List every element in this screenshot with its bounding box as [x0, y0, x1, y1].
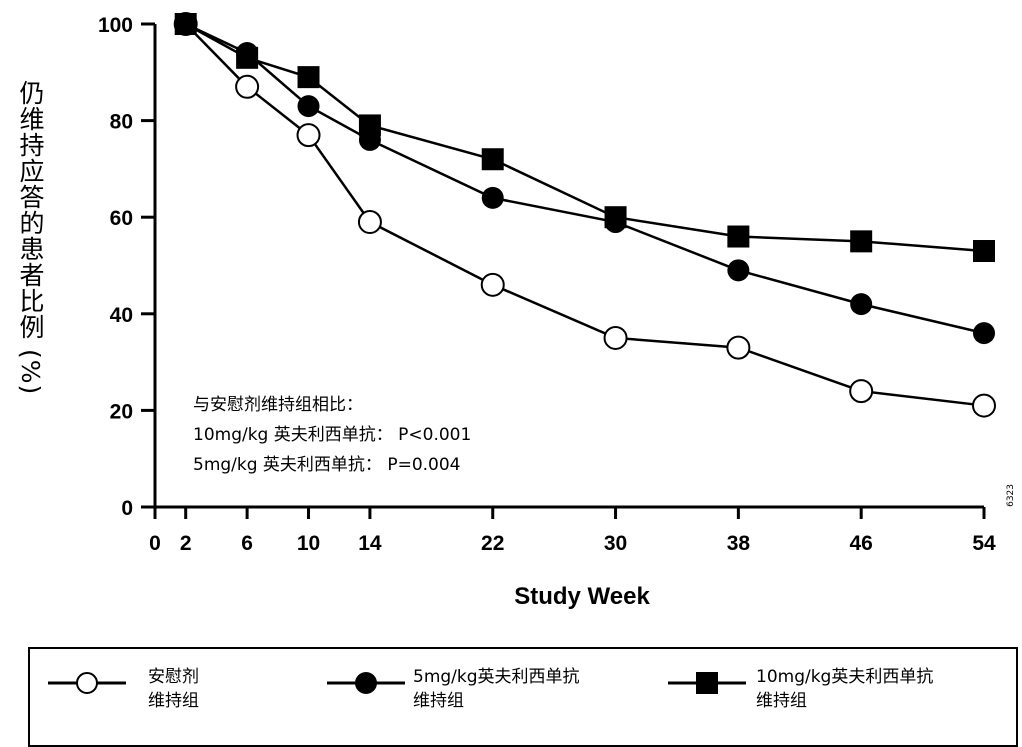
y-tick-label: 40	[110, 304, 133, 327]
y-tick-label: 20	[110, 400, 133, 423]
legend-label: 安慰剂 维持组	[148, 667, 199, 711]
y-axis-title: 仍维持应答的患者比例 (%)	[16, 80, 45, 396]
y-tick-label: 0	[121, 497, 133, 520]
data-point	[726, 335, 751, 360]
y-tick-label: 100	[98, 14, 133, 37]
legend-label: 5mg/kg英夫利西单抗 维持组	[413, 667, 580, 711]
x-tick-label: 54	[972, 532, 996, 555]
y-tick-label: 60	[110, 207, 133, 230]
filled-square-marker-icon	[668, 672, 746, 694]
data-point	[972, 393, 996, 418]
x-tick-label: 6	[241, 532, 253, 555]
data-point	[481, 186, 504, 209]
x-tick-label: 38	[727, 532, 751, 555]
data-point	[481, 148, 504, 171]
data-point	[236, 46, 259, 69]
data-point	[357, 210, 382, 235]
x-axis-title: Study Week	[514, 583, 650, 610]
p-value-annotation: 与安慰剂维持组相比： 10mg/kg 英夫利西单抗： P<0.001 5mg/k…	[193, 390, 471, 480]
data-point	[727, 259, 750, 282]
data-point	[297, 66, 320, 89]
data-point	[604, 206, 627, 229]
series-3	[174, 13, 995, 263]
data-point	[235, 74, 260, 99]
data-point	[480, 272, 505, 297]
data-point	[297, 95, 320, 118]
x-tick-label: 22	[481, 532, 504, 555]
data-point	[850, 293, 873, 316]
annotation-line-2: 10mg/kg 英夫利西单抗： P<0.001	[193, 425, 472, 445]
data-point	[973, 240, 995, 263]
x-tick-label: 46	[850, 532, 873, 555]
annotation-line-1: 与安慰剂维持组相比：	[193, 395, 363, 415]
open-circle-marker-icon	[48, 672, 126, 694]
x-tick-label: 2	[180, 532, 192, 555]
legend-label: 10mg/kg英夫利西单抗 维持组	[756, 667, 934, 711]
annotation-line-3: 5mg/kg 英夫利西单抗： P=0.004	[193, 455, 461, 475]
filled-circle-marker-icon	[327, 672, 405, 694]
chart-series	[173, 12, 996, 418]
x-tick-label: 14	[358, 532, 382, 555]
data-point	[358, 114, 381, 137]
series-2	[174, 13, 995, 345]
data-point	[849, 379, 874, 404]
data-point	[850, 230, 873, 253]
data-point	[296, 123, 321, 148]
x-tick-label: 0	[149, 532, 161, 555]
data-point	[727, 225, 750, 248]
data-point	[973, 322, 995, 345]
data-point	[603, 325, 628, 350]
x-tick-label: 30	[604, 532, 627, 555]
figure-id: 6323	[1006, 484, 1016, 507]
x-tick-label: 10	[297, 532, 320, 555]
chart-legend: 安慰剂 维持组 5mg/kg英夫利西单抗 维持组 10mg/kg英夫利西单抗 维…	[28, 647, 1018, 747]
data-point	[174, 13, 197, 35]
y-tick-label: 80	[110, 111, 133, 134]
